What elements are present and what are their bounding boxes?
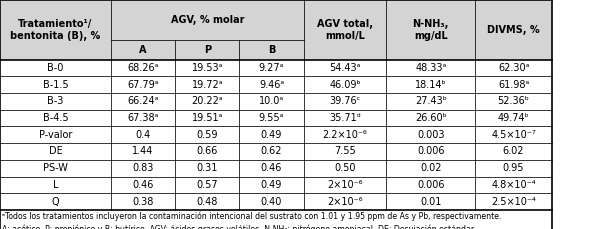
Text: 0.02: 0.02: [420, 163, 442, 173]
Text: 4.5×10⁻⁷: 4.5×10⁻⁷: [491, 130, 536, 140]
Text: 62.30ᵃ: 62.30ᵃ: [498, 63, 529, 73]
Text: 0.31: 0.31: [197, 163, 218, 173]
Text: B-3: B-3: [47, 96, 64, 106]
Text: 0.003: 0.003: [417, 130, 445, 140]
Text: 19.53ᵃ: 19.53ᵃ: [191, 63, 223, 73]
Text: 54.43ᵃ: 54.43ᵃ: [329, 63, 361, 73]
Text: 19.51ᵃ: 19.51ᵃ: [191, 113, 223, 123]
Text: AGV, % molar: AGV, % molar: [170, 15, 244, 25]
Text: P-valor: P-valor: [39, 130, 72, 140]
Text: 0.49: 0.49: [261, 130, 282, 140]
Text: DIVMS, %: DIVMS, %: [487, 25, 540, 35]
Text: AGV total,
mmol/L: AGV total, mmol/L: [317, 19, 373, 41]
Text: Q: Q: [52, 197, 59, 207]
Text: A: A: [139, 45, 147, 55]
Text: B-0: B-0: [47, 63, 64, 73]
Text: 9.27ᵃ: 9.27ᵃ: [259, 63, 284, 73]
Text: 49.74ᵇ: 49.74ᵇ: [498, 113, 529, 123]
Text: 0.38: 0.38: [133, 197, 154, 207]
Text: 0.57: 0.57: [196, 180, 218, 190]
Text: 1.44: 1.44: [133, 147, 154, 156]
Text: 0.83: 0.83: [133, 163, 154, 173]
Text: 4.8×10⁻⁴: 4.8×10⁻⁴: [491, 180, 536, 190]
Text: 10.0ᵃ: 10.0ᵃ: [259, 96, 284, 106]
Text: 68.26ᵃ: 68.26ᵃ: [127, 63, 159, 73]
Text: P: P: [204, 45, 211, 55]
Text: 0.006: 0.006: [417, 180, 445, 190]
Text: 61.98ᵃ: 61.98ᵃ: [498, 80, 529, 90]
Text: 2×10⁻⁶: 2×10⁻⁶: [327, 180, 363, 190]
Text: 18.14ᵇ: 18.14ᵇ: [415, 80, 446, 90]
Text: 39.76ᶜ: 39.76ᶜ: [329, 96, 361, 106]
Text: 2.2×10⁻⁶: 2.2×10⁻⁶: [323, 130, 367, 140]
Text: 9.55ᵃ: 9.55ᵃ: [259, 113, 284, 123]
Text: 0.95: 0.95: [503, 163, 524, 173]
Text: B: B: [268, 45, 275, 55]
Text: ᵃTodos los tratamientos incluyeron la contaminación intencional del sustrato con: ᵃTodos los tratamientos incluyeron la co…: [2, 212, 502, 229]
Text: 19.72ᵃ: 19.72ᵃ: [191, 80, 223, 90]
Text: 0.4: 0.4: [136, 130, 151, 140]
Text: DE: DE: [49, 147, 62, 156]
Text: 46.09ᵇ: 46.09ᵇ: [329, 80, 361, 90]
Text: 0.49: 0.49: [261, 180, 282, 190]
Text: N-NH₃,
mg/dL: N-NH₃, mg/dL: [413, 19, 449, 41]
Text: B-1.5: B-1.5: [43, 80, 68, 90]
Text: 67.79ᵃ: 67.79ᵃ: [127, 80, 159, 90]
Text: 0.59: 0.59: [197, 130, 218, 140]
Text: 0.40: 0.40: [261, 197, 282, 207]
Text: PS-W: PS-W: [43, 163, 68, 173]
Bar: [0, 210, 552, 229]
Text: 0.46: 0.46: [133, 180, 154, 190]
Text: 35.71ᵈ: 35.71ᵈ: [329, 113, 361, 123]
Text: B-4.5: B-4.5: [43, 113, 68, 123]
Text: 2×10⁻⁶: 2×10⁻⁶: [327, 197, 363, 207]
Text: 26.60ᵇ: 26.60ᵇ: [415, 113, 446, 123]
Text: 0.62: 0.62: [261, 147, 282, 156]
Text: 67.38ᵃ: 67.38ᵃ: [127, 113, 159, 123]
Text: 0.46: 0.46: [261, 163, 282, 173]
Bar: [0, 0, 552, 60]
Text: 52.36ᵇ: 52.36ᵇ: [497, 96, 530, 106]
Text: 48.33ᵃ: 48.33ᵃ: [415, 63, 446, 73]
Text: 0.66: 0.66: [197, 147, 218, 156]
Bar: [0, 60, 552, 210]
Text: 20.22ᵃ: 20.22ᵃ: [191, 96, 223, 106]
Text: 66.24ᵃ: 66.24ᵃ: [127, 96, 159, 106]
Text: 0.006: 0.006: [417, 147, 445, 156]
Text: Tratamiento¹/
bentonita (B), %: Tratamiento¹/ bentonita (B), %: [10, 19, 101, 41]
Text: 0.01: 0.01: [420, 197, 442, 207]
Text: 27.43ᵇ: 27.43ᵇ: [415, 96, 447, 106]
Text: 0.48: 0.48: [197, 197, 218, 207]
Text: 6.02: 6.02: [503, 147, 524, 156]
Text: 2.5×10⁻⁴: 2.5×10⁻⁴: [491, 197, 536, 207]
Text: 0.50: 0.50: [334, 163, 356, 173]
Text: L: L: [53, 180, 58, 190]
Text: 7.55: 7.55: [334, 147, 356, 156]
Text: 9.46ᵃ: 9.46ᵃ: [259, 80, 284, 90]
